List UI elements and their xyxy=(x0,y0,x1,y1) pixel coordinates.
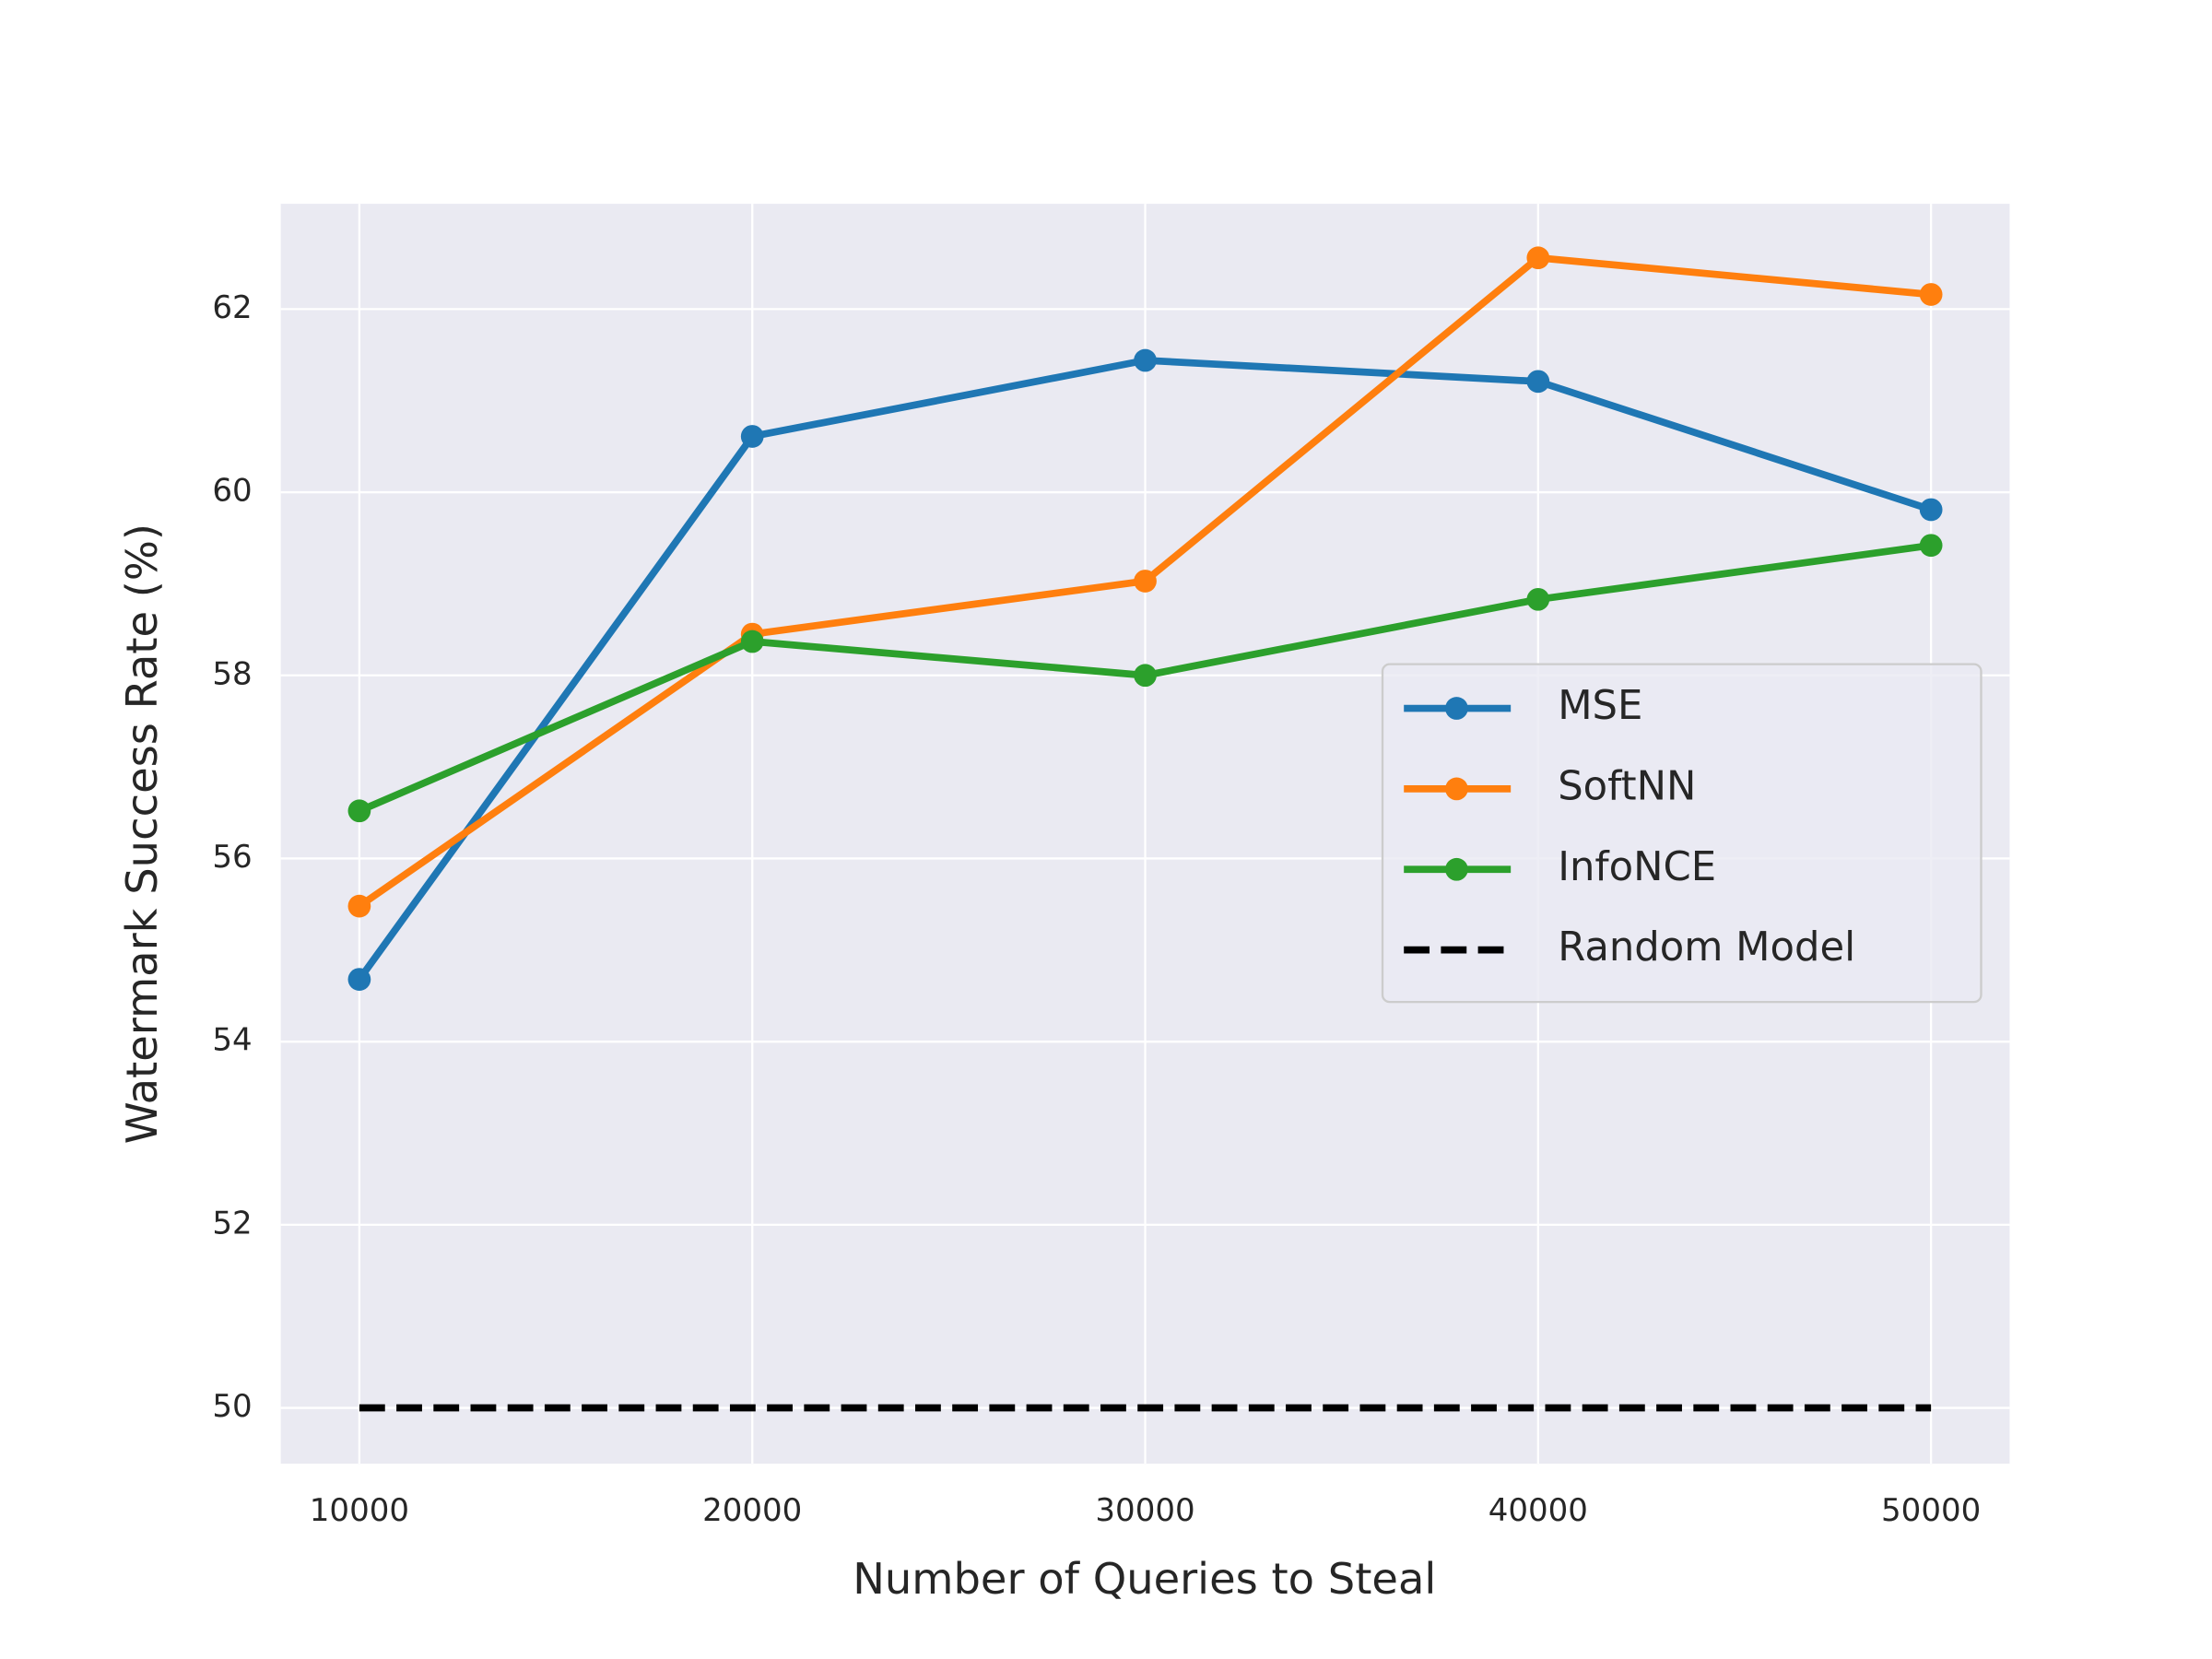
marker xyxy=(347,894,371,918)
legend-label: MSE xyxy=(1558,683,1642,729)
y-tick-label: 52 xyxy=(212,1205,252,1241)
y-tick-label: 56 xyxy=(212,839,252,876)
marker xyxy=(1134,570,1157,593)
y-tick-label: 60 xyxy=(212,473,252,510)
marker xyxy=(1526,246,1550,270)
legend-box xyxy=(1381,663,1983,1004)
legend-marker xyxy=(1445,777,1468,801)
y-tick-label: 58 xyxy=(212,655,252,692)
x-tick-label: 50000 xyxy=(1881,1492,1981,1529)
marker xyxy=(1919,534,1943,558)
legend-marker xyxy=(1445,857,1468,881)
marker xyxy=(347,968,371,991)
x-tick-label: 30000 xyxy=(1095,1492,1194,1529)
marker xyxy=(347,799,371,823)
legend-label: Random Model xyxy=(1558,924,1855,971)
marker xyxy=(1526,587,1550,611)
y-tick-label: 54 xyxy=(212,1022,252,1059)
marker xyxy=(1919,498,1943,522)
x-tick-label: 10000 xyxy=(310,1492,409,1529)
x-axis-label: Number of Queries to Steal xyxy=(853,1554,1436,1604)
marker xyxy=(740,629,764,653)
marker xyxy=(1134,664,1157,688)
y-axis-label: Watermark Success Rate (%) xyxy=(117,524,167,1144)
marker xyxy=(1919,283,1943,306)
x-tick-label: 40000 xyxy=(1488,1492,1588,1529)
y-tick-label: 62 xyxy=(212,289,252,326)
x-tick-label: 20000 xyxy=(702,1492,802,1529)
y-tick-label: 50 xyxy=(212,1388,252,1425)
legend-label: SoftNN xyxy=(1558,763,1696,809)
marker xyxy=(1526,370,1550,394)
legend-label: InfoNCE xyxy=(1558,844,1716,890)
legend-marker xyxy=(1445,697,1468,720)
marker xyxy=(740,425,764,448)
marker xyxy=(1134,348,1157,372)
